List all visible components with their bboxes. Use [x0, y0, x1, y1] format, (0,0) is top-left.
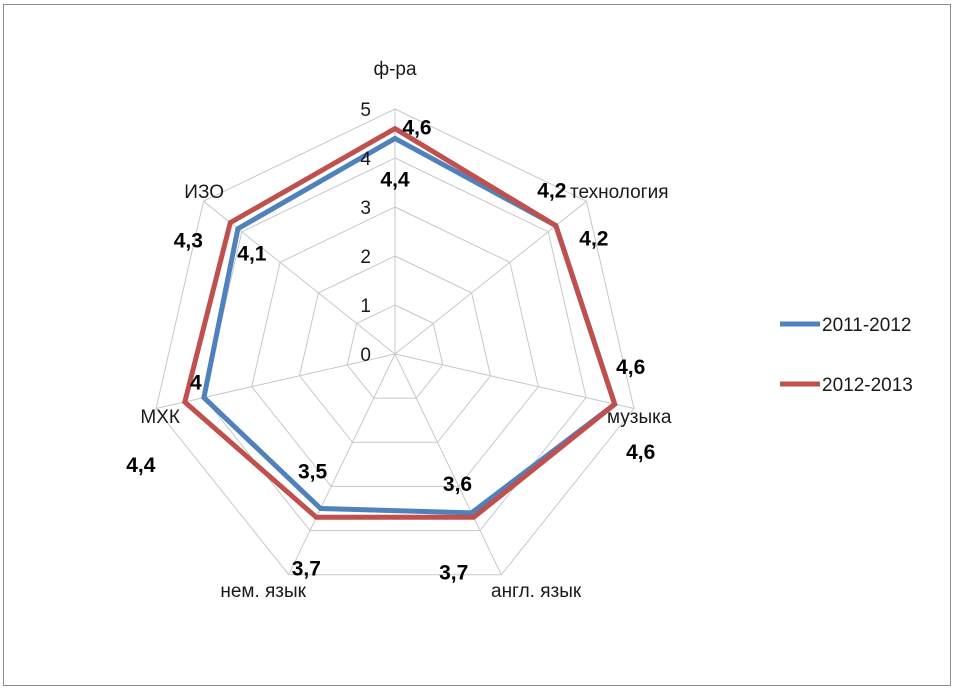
- data-label-0-1: 4,2: [537, 180, 566, 203]
- data-label-1-1: 4,2: [579, 228, 608, 251]
- radar-chart: 0 1 2 3 4 5 ф-ра технология музыка англ. язык нем…: [126, 59, 913, 602]
- radar-spokes: [155, 109, 635, 575]
- data-label-1-2: 4,6: [616, 356, 645, 379]
- data-label-0-6: 4,1: [237, 243, 267, 266]
- spoke-5: [155, 353, 396, 409]
- spoke-3: [394, 353, 502, 575]
- grid-ring-5: [155, 108, 635, 576]
- radar-grid: [155, 108, 635, 576]
- data-label-0-5: 4: [190, 372, 202, 395]
- data-label-1-3: 3,7: [439, 561, 468, 584]
- legend: 2011-2012 2012-2013: [780, 315, 913, 396]
- data-label-1-0: 4,6: [402, 117, 431, 140]
- data-label-0-0: 4,4: [380, 168, 410, 191]
- legend-label-2011-2012: 2011-2012: [822, 315, 911, 336]
- data-labels: 4,4 4,2 4,6 3,6 3,5 4 4,1 4,6 4,2 4,6 3,7 3,7 4,4 4,3: [126, 117, 655, 585]
- chart-area: 0 1 2 3 4 5 ф-ра технология музыка англ. язык нем…: [3, 4, 951, 686]
- data-label-0-4: 3,5: [298, 461, 328, 484]
- data-label-1-5: 4,4: [126, 454, 156, 477]
- data-label-0-3: 3,6: [443, 473, 472, 496]
- legend-item-2012-2013: 2012-2013: [780, 375, 913, 396]
- spoke-2: [394, 353, 635, 409]
- radial-tick-labels: 0 1 2 3 4 5: [360, 100, 371, 366]
- tick-label-1: 1: [360, 296, 371, 317]
- tick-label-3: 3: [360, 198, 371, 219]
- legend-item-2011-2012: 2011-2012: [780, 315, 911, 336]
- legend-label-2012-2013: 2012-2013: [822, 375, 913, 396]
- category-label-4: нем. язык: [220, 581, 306, 602]
- data-label-1-6: 4,3: [174, 230, 203, 253]
- data-label-1-4: 3,7: [292, 557, 321, 580]
- category-label-2: музыка: [607, 407, 672, 428]
- data-label-0-2: 4,6: [626, 441, 655, 464]
- spoke-4: [288, 353, 396, 575]
- grid-ring-2: [298, 255, 492, 443]
- tick-label-0: 0: [360, 345, 371, 366]
- grid-ring-3: [251, 206, 539, 487]
- category-label-1: технология: [570, 182, 668, 203]
- series-line-2012-2013: [182, 125, 618, 520]
- spoke-6: [203, 200, 396, 355]
- tick-label-5: 5: [360, 100, 371, 121]
- category-label-5: МХК: [140, 407, 180, 428]
- grid-ring-1: [346, 304, 444, 399]
- grid-ring-4: [203, 157, 587, 532]
- category-label-0: ф-ра: [373, 59, 417, 80]
- tick-label-4: 4: [360, 149, 371, 170]
- category-label-6: ИЗО: [184, 182, 224, 203]
- series-lines: [182, 125, 618, 520]
- tick-label-2: 2: [360, 247, 371, 268]
- category-label-3: англ. язык: [491, 581, 582, 602]
- category-labels: ф-ра технология музыка англ. язык нем. язык М…: [140, 59, 671, 602]
